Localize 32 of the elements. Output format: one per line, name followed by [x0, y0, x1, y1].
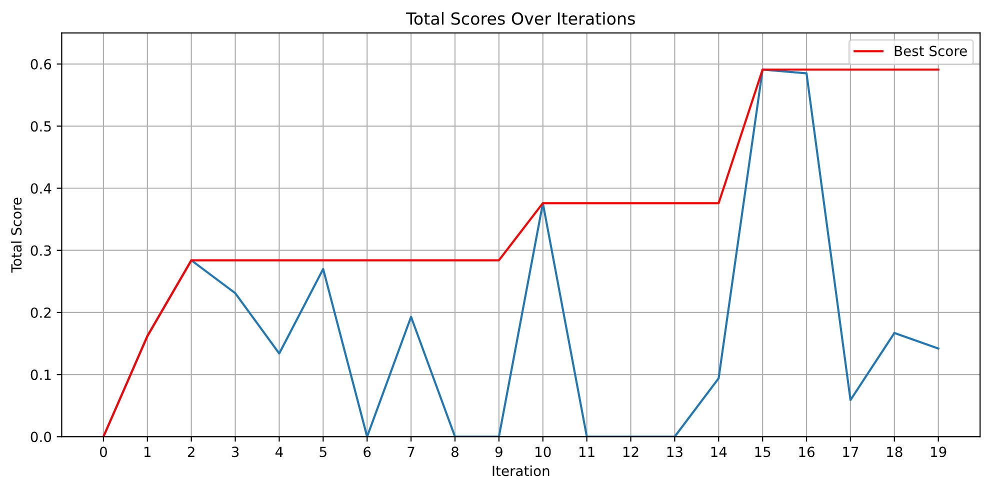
line-series [102, 68, 940, 437]
x-tick-label: 9 [495, 446, 502, 458]
x-tick-label: 5 [320, 446, 326, 458]
legend-label: Best Score [894, 46, 967, 56]
x-tick-label: 1 [144, 446, 151, 457]
x-tick-label: 3 [232, 446, 239, 458]
x-tick-label: 14 [711, 446, 727, 457]
x-tick-label: 18 [887, 446, 902, 458]
x-tick-label: 15 [755, 446, 770, 458]
x-tick-label: 13 [667, 446, 682, 458]
y-tick-label: 0.5 [30, 121, 51, 132]
x-tick-label: 17 [843, 446, 858, 457]
x-tick-label: 4 [275, 446, 283, 457]
x-axis-title: Iteration [492, 465, 550, 476]
y-tick-label: 0.2 [30, 307, 51, 318]
x-tick-label: 16 [799, 446, 814, 458]
y-axis-title: Total Score [10, 198, 22, 273]
y-tick-label: 0.0 [30, 432, 52, 442]
y-tick-label: 0.6 [30, 59, 52, 70]
x-tick-label: 12 [623, 446, 638, 457]
x-tick-label: 2 [188, 446, 194, 457]
y-tick-label: 0.4 [30, 183, 52, 194]
chart-title: Total Scores Over Iterations [406, 12, 635, 25]
y-tick-label: 0.1 [30, 370, 51, 380]
y-tick-label: 0.3 [30, 245, 51, 256]
x-tick-label: 7 [408, 446, 414, 457]
x-tick-label: 19 [931, 446, 946, 458]
x-tick-label: 8 [452, 446, 458, 458]
x-tick-label: 0 [100, 446, 107, 458]
x-tick-label: 6 [364, 446, 371, 458]
x-tick-label: 11 [580, 446, 594, 457]
x-tick-label: 10 [536, 446, 551, 458]
